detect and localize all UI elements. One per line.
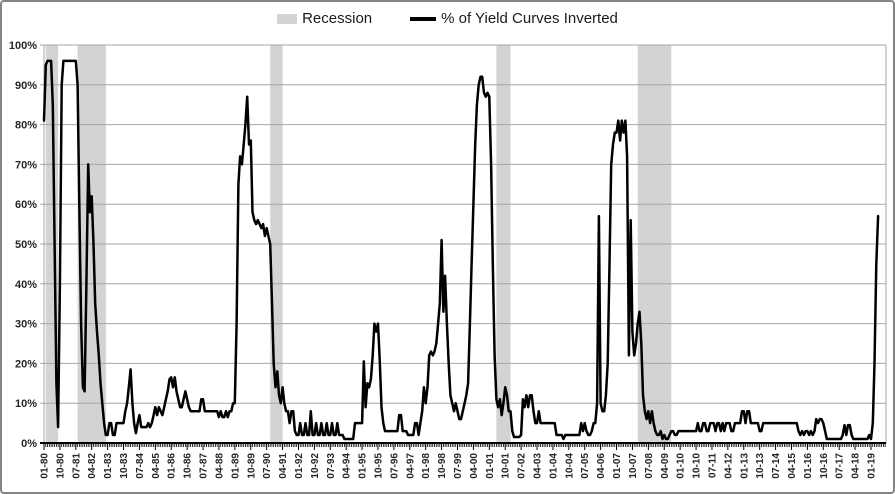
x-axis-tick-label: 10-01 [501, 453, 512, 479]
y-axis-tick-label: 80% [15, 120, 37, 132]
x-axis-tick-label: 10-04 [564, 453, 575, 479]
x-axis-tick-label: 04-03 [533, 453, 544, 479]
x-axis-tick-label: 07-99 [453, 453, 464, 479]
y-axis-tick-label: 70% [15, 159, 37, 171]
x-axis-tick-label: 07-14 [771, 453, 782, 479]
x-axis-tick-label: 04-00 [469, 453, 480, 479]
y-axis-tick-label: 30% [15, 319, 37, 331]
x-axis-tick-label: 10-80 [55, 453, 66, 479]
x-axis-tick-label: 01-98 [421, 453, 432, 479]
legend-series-label: % of Yield Curves Inverted [441, 10, 618, 27]
x-axis-tick-label: 04-94 [342, 453, 353, 479]
y-axis-tick-label: 50% [15, 239, 37, 251]
x-axis-tick-label: 10-13 [755, 453, 766, 479]
x-axis-tick-label: 04-15 [787, 453, 798, 479]
x-axis-tick-label: 01-01 [485, 453, 496, 479]
x-axis-tick-label: 01-83 [103, 453, 114, 479]
x-axis-tick-label: 04-85 [151, 453, 162, 479]
x-axis-tick-label: 01-16 [803, 453, 814, 479]
x-axis-tick-label: 07-05 [580, 453, 591, 479]
x-axis-tick-label: 10-98 [437, 453, 448, 479]
recession-swatch-icon [277, 13, 298, 24]
x-axis-tick-label: 01-04 [548, 453, 559, 479]
y-axis-tick-label: 90% [15, 80, 37, 92]
x-axis-tick-label: 01-13 [739, 453, 750, 479]
yield-curves-inverted-line [42, 59, 880, 441]
x-axis-tick-label: 10-10 [692, 453, 703, 479]
x-axis-tick-label: 04-91 [278, 453, 289, 479]
legend-item-recession: Recession [277, 10, 372, 27]
y-axis-tick-label: 40% [15, 279, 37, 291]
x-axis-tick-label: 04-09 [660, 453, 671, 479]
x-axis-tick-label: 07-87 [199, 453, 210, 479]
y-axis-tick-label: 20% [15, 358, 37, 370]
x-axis-tick-label: 10-83 [119, 453, 130, 479]
x-axis-tick-label: 01-92 [294, 453, 305, 479]
x-axis-tick-label: 07-17 [835, 453, 846, 479]
legend-recession-label: Recession [302, 10, 373, 27]
y-axis-tick-label: 60% [15, 199, 37, 211]
x-axis-tick-label: 07-08 [644, 453, 655, 479]
x-axis-tick-label: 04-88 [214, 453, 225, 479]
x-axis-tick-label: 07-93 [326, 453, 337, 479]
x-axis-tick-label: 10-16 [819, 453, 830, 479]
y-axis-tick-label: 0% [21, 438, 37, 450]
x-axis-tick-label: 07-02 [517, 453, 528, 479]
legend-item-series: % of Yield Curves Inverted [410, 10, 618, 27]
y-axis-tick-label: 10% [15, 398, 37, 410]
x-axis-tick-label: 07-11 [707, 453, 718, 478]
x-axis-tick-label: 07-84 [135, 453, 146, 479]
x-axis-tick-label: 04-12 [723, 453, 734, 479]
y-axis-tick-label: 100% [9, 40, 37, 52]
x-axis-tick-label: 01-80 [40, 453, 51, 479]
x-axis-tick-label: 10-86 [183, 453, 194, 479]
x-axis-tick-label: 04-06 [596, 453, 607, 479]
x-axis-tick-label: 01-19 [867, 453, 878, 479]
x-axis-tick-label: 07-96 [389, 453, 400, 479]
x-axis-tick-label: 07-81 [71, 453, 82, 479]
x-axis-tick-label: 10-89 [246, 453, 257, 479]
x-axis-tick-label: 01-95 [358, 453, 369, 479]
x-axis-tick-label: 01-07 [612, 453, 623, 479]
x-axis-tick-label: 01-89 [230, 453, 241, 479]
x-axis-tick-label: 01-10 [676, 453, 687, 479]
x-axis-tick-label: 04-18 [851, 453, 862, 479]
x-axis-tick-label: 10-07 [628, 453, 639, 479]
x-axis-tick-label: 01-86 [167, 453, 178, 479]
x-axis-tick-label: 10-95 [373, 453, 384, 479]
series-line-swatch-icon [410, 16, 437, 21]
legend: Recession % of Yield Curves Inverted [2, 10, 893, 27]
x-axis-tick-label: 04-97 [405, 453, 416, 479]
x-axis-tick-label: 07-90 [262, 453, 273, 479]
x-axis-tick-label: 10-92 [310, 453, 321, 479]
x-axis-tick-label: 04-82 [87, 453, 98, 479]
